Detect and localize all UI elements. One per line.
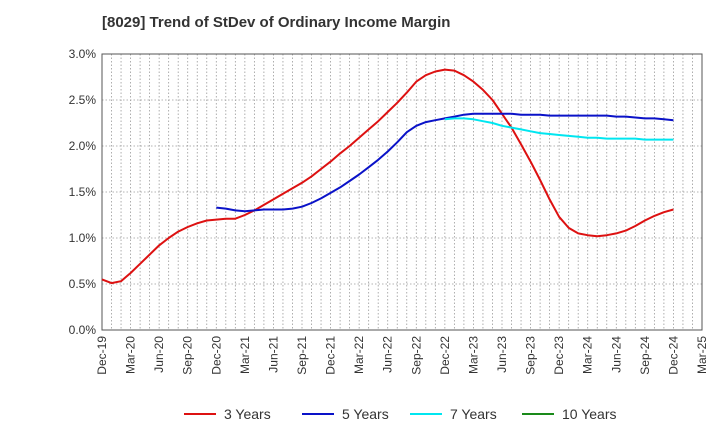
x-tick-label: Jun-21 [266, 336, 280, 373]
x-tick-label: Mar-22 [352, 336, 366, 374]
y-tick-label: 1.0% [69, 231, 97, 245]
x-tick-label: Mar-20 [124, 336, 138, 374]
x-tick-label: Mar-24 [581, 336, 595, 374]
y-tick-label: 2.5% [69, 93, 97, 107]
y-tick-label: 0.5% [69, 277, 97, 291]
x-tick-label: Dec-22 [438, 336, 452, 375]
y-tick-label: 3.0% [69, 47, 97, 61]
x-tick-label: Mar-21 [238, 336, 252, 374]
legend-label: 7 Years [450, 406, 497, 422]
series-line-3-years [101, 68, 674, 285]
legend: 3 Years 5 Years 7 Years 10 Years [184, 406, 617, 422]
x-tick-label: Sep-21 [295, 336, 309, 375]
x-tick-label: Dec-20 [209, 336, 223, 375]
x-tick-label: Jun-23 [495, 336, 509, 373]
legend-item: 10 Years [522, 406, 617, 422]
legend-label: 5 Years [342, 406, 389, 422]
series-lines [101, 68, 674, 285]
y-tick-label: 0.0% [69, 323, 97, 337]
x-tick-label: Mar-23 [466, 336, 480, 374]
x-tick-label: Mar-25 [695, 336, 709, 374]
x-tick-label: Sep-24 [638, 336, 652, 375]
y-tick-label: 1.5% [69, 185, 97, 199]
x-tick-label: Dec-24 [666, 336, 680, 375]
series-line-7-years [444, 117, 674, 141]
x-tick-label: Jun-20 [152, 336, 166, 373]
x-tick-label: Sep-23 [524, 336, 538, 375]
x-tick-label: Sep-22 [409, 336, 423, 375]
plot-frame [101, 53, 703, 331]
gridlines [101, 53, 703, 331]
y-tick-label: 2.0% [69, 139, 97, 153]
chart-title: [8029] Trend of StDev of Ordinary Income… [102, 14, 451, 31]
x-tick-label: Jun-24 [609, 336, 623, 373]
x-tick-label: Dec-21 [324, 336, 338, 375]
legend-label: 10 Years [562, 406, 617, 422]
x-tick-label: Sep-20 [181, 336, 195, 375]
legend-item: 5 Years [302, 406, 389, 422]
legend-label: 3 Years [224, 406, 271, 422]
legend-item: 7 Years [410, 406, 497, 422]
x-tick-label: Dec-19 [95, 336, 109, 375]
x-tick-label: Jun-22 [381, 336, 395, 373]
legend-item: 3 Years [184, 406, 271, 422]
x-tick-label: Dec-23 [552, 336, 566, 375]
